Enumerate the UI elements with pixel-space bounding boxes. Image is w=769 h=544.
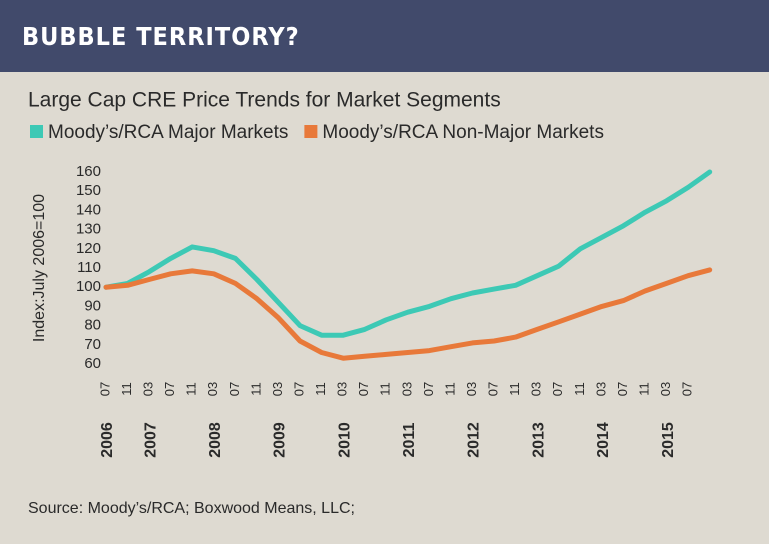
- y-tick-label: 130: [76, 221, 101, 238]
- legend-label: Moody’s/RCA Non-Major Markets: [322, 122, 604, 143]
- x-tick-label: 11: [636, 382, 651, 396]
- chart-title: BUBBLE TERRITORY?: [22, 22, 300, 51]
- legend: Moody’s/RCA Major Markets Moody’s/RCA Non…: [30, 122, 604, 143]
- x-tick-label: 11: [572, 382, 587, 396]
- x-tick-label: 03: [529, 382, 544, 396]
- year-label: 2011: [401, 423, 418, 458]
- y-tick-label: 110: [77, 259, 101, 276]
- x-tick-label: 03: [658, 382, 673, 396]
- year-label: 2013: [530, 422, 547, 458]
- x-tick-label: 07: [421, 382, 436, 396]
- source-note: Source: Moody’s/RCA; Boxwood Means, LLC;: [28, 500, 355, 517]
- y-tick-label: 140: [76, 201, 101, 218]
- y-tick-label: 150: [76, 182, 101, 199]
- series-line: [103, 267, 713, 361]
- x-tick-label: 11: [378, 382, 393, 396]
- year-label: 2007: [142, 422, 159, 458]
- legend-label: Moody’s/RCA Major Markets: [48, 122, 288, 143]
- x-tick-label: 11: [184, 382, 199, 396]
- year-label: 2014: [595, 422, 612, 458]
- year-label: 2010: [336, 422, 353, 458]
- x-tick-label: 03: [205, 382, 220, 396]
- y-tick-label: 120: [76, 240, 101, 257]
- x-tick-label: 07: [486, 382, 501, 396]
- chart-subtitle: Large Cap CRE Price Trends for Market Se…: [28, 89, 501, 112]
- x-tick-label: 11: [119, 382, 134, 396]
- x-tick-label: 07: [680, 382, 695, 396]
- x-tick-label: 11: [507, 382, 522, 396]
- x-tick-label: 07: [227, 382, 242, 396]
- legend-swatch: [30, 125, 43, 138]
- x-tick-label: 03: [399, 382, 414, 396]
- x-tick-label: 11: [442, 382, 457, 396]
- x-tick-label: 07: [550, 382, 565, 396]
- year-label: 2009: [272, 422, 289, 458]
- x-tick-label: 03: [464, 382, 479, 396]
- y-axis-label: Index:July 2006=100: [31, 194, 48, 342]
- legend-swatch: [304, 125, 318, 138]
- x-tick-label: 07: [615, 382, 630, 396]
- year-label: 2008: [207, 422, 224, 458]
- x-tick-label: 03: [270, 382, 285, 396]
- year-label: 2006: [99, 422, 116, 458]
- y-tick-label: 90: [84, 297, 101, 314]
- x-tick-label: 03: [335, 382, 350, 396]
- x-tick-label: 03: [141, 382, 156, 396]
- header-band: [0, 0, 769, 72]
- x-tick-label: 11: [313, 382, 328, 396]
- y-tick-label: 100: [76, 278, 101, 295]
- y-tick-label: 60: [84, 355, 101, 372]
- x-tick-label: 07: [97, 382, 112, 396]
- x-tick-label: 03: [593, 382, 608, 396]
- x-tick-label: 11: [248, 382, 263, 396]
- y-tick-label: 70: [84, 336, 101, 353]
- x-tick-label: 07: [356, 382, 371, 396]
- series-line: [103, 169, 713, 338]
- year-label: 2015: [660, 422, 677, 458]
- y-tick-label: 160: [76, 163, 101, 180]
- x-tick-label: 07: [162, 382, 177, 396]
- y-tick-label: 80: [84, 317, 101, 334]
- year-label: 2012: [466, 422, 483, 458]
- x-tick-label: 07: [291, 382, 306, 396]
